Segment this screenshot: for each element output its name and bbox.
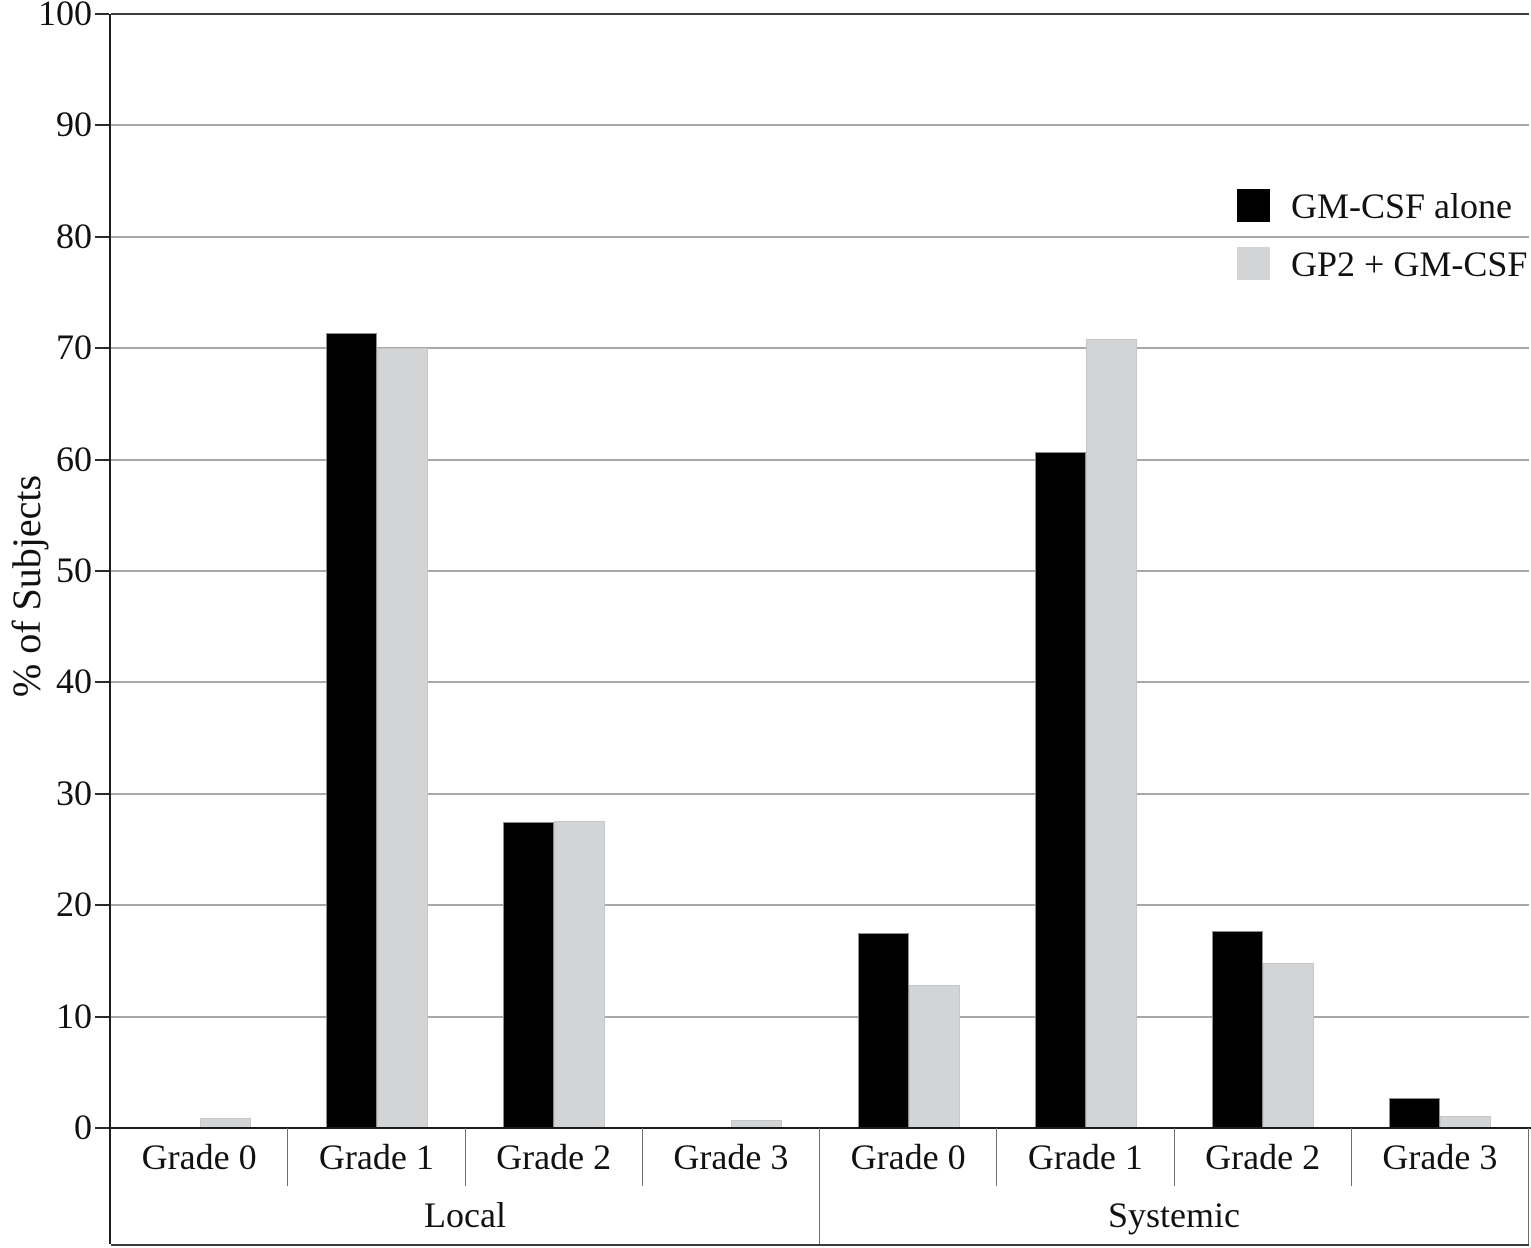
y-tick-label-50: 50	[56, 550, 92, 590]
y-tick-label-60: 60	[56, 438, 92, 479]
category-label-systemic-grade-0: Grade 0	[820, 1128, 998, 1186]
gridline-100	[111, 13, 1529, 15]
category-label-local-grade-2: Grade 2	[466, 1128, 643, 1186]
legend-swatch-gray-icon	[1237, 247, 1270, 280]
legend-item-gm-csf-alone: GM-CSF alone	[1237, 185, 1531, 226]
category-label-local-grade-0: Grade 0	[111, 1128, 289, 1186]
y-tick-mark	[95, 1015, 109, 1018]
plot-area: GM-CSF alone GP2 + GM-CSF	[111, 13, 1531, 1128]
y-tick-label-0: 0	[74, 1107, 92, 1147]
bar-systemic-grade-0-gp2-gm-csf	[908, 985, 960, 1128]
bar-local-grade-2-gp2-gm-csf	[554, 821, 606, 1128]
category-label-systemic-grade-2: Grade 2	[1175, 1128, 1352, 1186]
legend-label: GP2 + GM-CSF	[1291, 243, 1528, 284]
bar-systemic-grade-1-gp2-gm-csf	[1085, 339, 1137, 1128]
gridline-90	[111, 124, 1529, 127]
y-tick-label-20: 20	[56, 884, 92, 925]
gridline-40	[111, 681, 1529, 684]
group-label-local: Local	[111, 1186, 820, 1244]
gridline-30	[111, 792, 1529, 795]
gridline-70	[111, 347, 1529, 350]
bar-systemic-grade-3-gm-csf-alone	[1389, 1098, 1441, 1128]
y-tick-label-70: 70	[56, 327, 92, 368]
y-tick-mark	[95, 904, 109, 907]
y-tick-label-10: 10	[56, 995, 92, 1036]
y-tick-label-30: 30	[56, 772, 92, 813]
legend-swatch-black-icon	[1237, 189, 1270, 222]
category-axis: Grade 0 Grade 1 Grade 2 Grade 3 Grade 0 Grade…	[111, 1128, 1529, 1186]
category-label-local-grade-3: Grade 3	[643, 1128, 820, 1186]
y-tick-mark	[95, 792, 109, 795]
bar-systemic-grade-1-gm-csf-alone	[1034, 452, 1086, 1128]
gridline-10	[111, 1015, 1529, 1018]
x-axis-line	[111, 1127, 1531, 1129]
y-tick-mark	[95, 458, 109, 461]
category-label-systemic-grade-3: Grade 3	[1352, 1128, 1529, 1186]
category-label-local-grade-1: Grade 1	[288, 1128, 466, 1186]
bar-systemic-grade-2-gp2-gm-csf	[1263, 963, 1315, 1128]
legend-item-gp2-gm-csf: GP2 + GM-CSF	[1237, 243, 1531, 284]
gridline-80	[111, 235, 1529, 238]
y-tick-label-80: 80	[56, 215, 92, 256]
y-tick-mark	[95, 1127, 109, 1129]
bar-systemic-grade-0-gm-csf-alone	[857, 933, 909, 1128]
y-tick-label-90: 90	[56, 104, 92, 145]
bar-local-grade-1-gp2-gm-csf	[376, 348, 428, 1128]
legend-label: GM-CSF alone	[1291, 185, 1513, 226]
y-tick-mark	[95, 570, 109, 572]
y-tick-mark	[95, 347, 109, 350]
gridline-20	[111, 904, 1529, 907]
group-axis: Local Systemic	[111, 1186, 1529, 1246]
bar-systemic-grade-2-gm-csf-alone	[1212, 931, 1264, 1128]
y-tick-mark	[95, 13, 109, 15]
y-tick-mark	[95, 681, 109, 684]
y-tick-label-100: 100	[38, 0, 92, 33]
legend: GM-CSF alone GP2 + GM-CSF	[1237, 185, 1531, 305]
group-label-systemic: Systemic	[820, 1186, 1529, 1244]
category-label-systemic-grade-1: Grade 1	[997, 1128, 1175, 1186]
y-axis-line	[109, 14, 111, 1244]
bar-local-grade-1-gm-csf-alone	[325, 333, 377, 1128]
y-tick-label-40: 40	[56, 661, 92, 702]
y-tick-mark	[95, 124, 109, 127]
bar-local-grade-2-gm-csf-alone	[503, 822, 555, 1128]
gridline-60	[111, 458, 1529, 461]
y-tick-mark	[95, 235, 109, 238]
gridline-50	[111, 570, 1529, 572]
